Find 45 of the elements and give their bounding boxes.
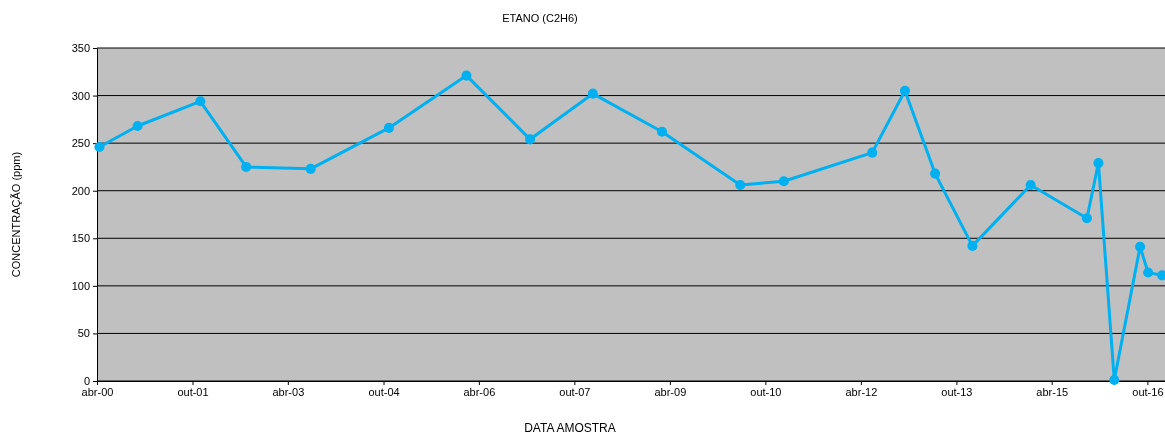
x-tick-label: out-07: [559, 385, 591, 398]
point: [930, 168, 941, 179]
y-tick-label: 0: [83, 375, 90, 388]
point: [587, 88, 598, 99]
y-tick-label: 350: [71, 42, 90, 55]
x-tick-label: out-16: [1132, 385, 1164, 398]
y-axis-title: CONCENTRAÇÃO (ppm): [10, 151, 22, 278]
point: [1109, 375, 1120, 386]
point: [1025, 179, 1036, 191]
y-tick-label: 200: [71, 184, 90, 197]
point: [867, 147, 878, 158]
x-tick-label: abr-03: [272, 385, 305, 398]
point: [1135, 241, 1146, 252]
point: [1093, 158, 1104, 169]
x-tick-label: out-13: [941, 385, 973, 398]
x-tick-label: out-10: [750, 385, 782, 398]
point: [1081, 213, 1092, 224]
point: [241, 161, 252, 172]
x-tick-label: out-04: [368, 385, 400, 398]
y-tick-label: 100: [71, 279, 90, 292]
point: [778, 176, 789, 187]
x-tick-label: abr-00: [81, 385, 114, 398]
y-tick-label: 300: [71, 89, 90, 102]
point: [525, 134, 536, 145]
x-tick-label: out-01: [177, 385, 209, 398]
point: [94, 141, 105, 152]
point: [899, 85, 911, 96]
x-tick-label: abr-09: [654, 385, 687, 398]
y-tick-label: 150: [71, 232, 90, 245]
x-tick-label: abr-15: [1036, 385, 1069, 398]
point: [967, 240, 978, 251]
y-tick-label: 250: [71, 137, 90, 150]
point: [461, 70, 472, 81]
point: [195, 96, 206, 107]
point: [132, 120, 143, 132]
x-tick-label: abr-12: [845, 385, 878, 398]
y-tick-label: 50: [77, 327, 90, 340]
chart-title: ETANO (C2H6): [502, 12, 578, 24]
point: [383, 122, 394, 133]
x-axis-title: DATA AMOSTRA: [524, 421, 616, 435]
point: [656, 126, 668, 137]
x-tick-label: abr-06: [463, 385, 496, 398]
point: [1143, 267, 1154, 278]
point: [735, 179, 746, 191]
point: [305, 163, 316, 174]
